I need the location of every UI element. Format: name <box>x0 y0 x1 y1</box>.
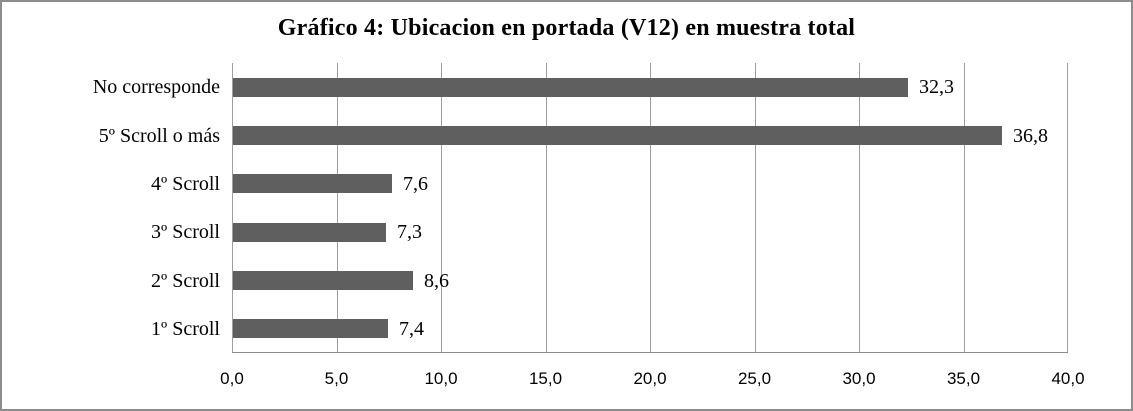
bar <box>233 126 1002 145</box>
plot-area: 32,3 36,8 7,6 7,3 8,6 7,4 <box>232 63 1068 353</box>
bar <box>233 223 386 242</box>
bar-value-label: 8,6 <box>424 270 449 292</box>
bar-value-label: 36,8 <box>1013 125 1048 147</box>
gridline <box>963 63 965 353</box>
category-label: 1º Scroll <box>151 318 220 340</box>
gridline <box>336 63 338 353</box>
category-label: 5º Scroll o más <box>98 125 220 147</box>
category-label: 4º Scroll <box>151 173 220 195</box>
x-axis-line <box>232 352 1068 353</box>
gridline <box>859 63 860 353</box>
bar-value-label: 7,4 <box>399 318 424 340</box>
category-label: 2º Scroll <box>151 270 220 292</box>
bar <box>233 78 908 97</box>
x-tick-label: 20,0 <box>633 369 667 388</box>
gridline <box>441 63 442 353</box>
gridline <box>754 63 756 353</box>
chart-title: Gráfico 4: Ubicacion en portada (V12) en… <box>277 15 856 41</box>
bar <box>233 271 413 290</box>
bar-value-label: 32,3 <box>919 76 954 98</box>
x-tick-label: 25,0 <box>737 369 772 388</box>
gridline <box>545 63 547 353</box>
bar <box>233 319 388 338</box>
bar <box>233 174 392 193</box>
x-tick-label: 15,0 <box>528 369 563 388</box>
category-label: 3º Scroll <box>151 221 220 243</box>
gridline <box>650 63 651 353</box>
category-label: No corresponde <box>92 76 220 98</box>
x-tick-label: 10,0 <box>424 369 458 388</box>
x-tick-label: 0,0 <box>220 369 244 388</box>
x-tick-label: 40,0 <box>1051 369 1085 388</box>
x-tick-label: 30,0 <box>842 369 876 388</box>
x-tick-label: 5,0 <box>324 369 349 388</box>
gridline <box>1067 63 1068 353</box>
bar-value-label: 7,3 <box>397 221 422 243</box>
bar-value-label: 7,6 <box>403 173 428 195</box>
x-tick-label: 35,0 <box>946 369 981 388</box>
gridline <box>232 63 233 353</box>
